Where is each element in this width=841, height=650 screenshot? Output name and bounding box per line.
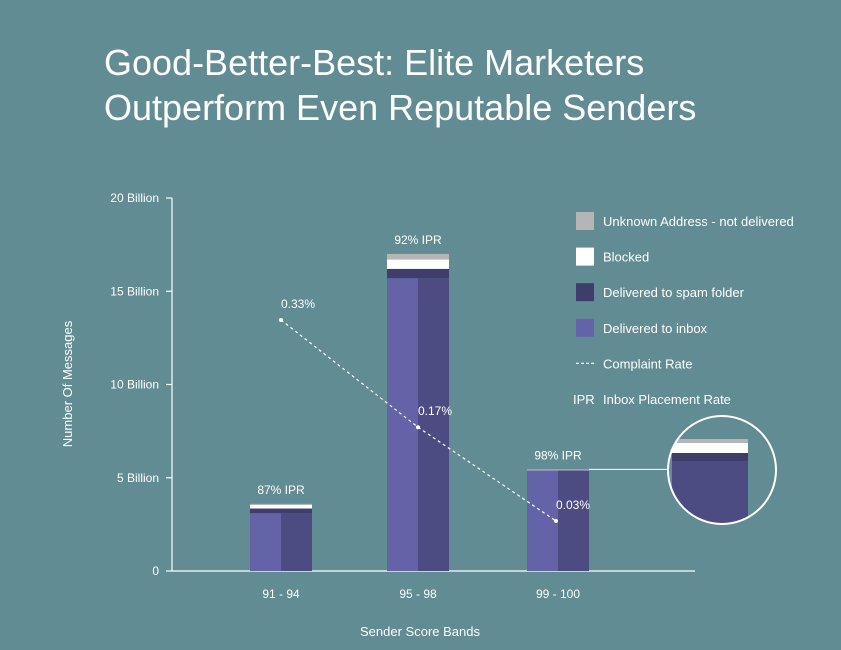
bar-segment-spam bbox=[250, 508, 312, 514]
inset-circle bbox=[667, 415, 777, 525]
complaint-rate-label: 0.33% bbox=[281, 297, 315, 311]
ipr-label: 87% IPR bbox=[257, 483, 305, 497]
chart-labels: 87% IPR 92% IPR 98% IPR bbox=[257, 233, 582, 497]
x-axis-title: Sender Score Bands bbox=[360, 624, 480, 639]
chart-title-line-2: Outperform Even Reputable Senders bbox=[104, 87, 697, 128]
legend-label-unknown: Unknown Address - not delivered bbox=[603, 214, 794, 229]
y-tick-label: 20 Billion bbox=[110, 191, 159, 205]
chart-title-line-1: Good-Better-Best: Elite Marketers bbox=[104, 42, 645, 83]
complaint-rate-point bbox=[554, 519, 558, 523]
legend-swatch-blocked bbox=[576, 247, 594, 266]
bar-segment-unknown bbox=[250, 503, 312, 505]
complaint-rate-point bbox=[416, 425, 420, 430]
bar-segment-inbox bbox=[250, 513, 281, 571]
bar-segment-spam bbox=[387, 268, 449, 279]
bar-segment-inbox bbox=[558, 470, 589, 571]
bar-segment-inbox bbox=[527, 470, 558, 571]
inset-segment-inbox bbox=[672, 461, 748, 524]
legend-label-complaint: Complaint Rate bbox=[603, 356, 693, 371]
chart-axes: 0 5 Billion 10 Billion 15 Billion 20 Billion… bbox=[110, 191, 695, 601]
legend-swatch-unknown bbox=[576, 212, 594, 230]
chart-title: Good-Better-Best: Elite Marketers Outper… bbox=[104, 40, 804, 130]
inset-segment-unknown bbox=[672, 439, 748, 443]
bar-segment-inbox bbox=[281, 513, 312, 571]
bar-segment-unknown bbox=[387, 253, 449, 260]
y-axis-title: Number Of Messages bbox=[60, 320, 75, 447]
complaint-rate-point bbox=[279, 318, 283, 322]
inset-segment-blocked bbox=[672, 443, 748, 453]
legend-label-spam: Delivered to spam folder bbox=[603, 285, 745, 300]
y-tick-label: 0 bbox=[152, 564, 159, 578]
bar-segment-blocked bbox=[250, 504, 312, 509]
inset-segment-spam bbox=[672, 453, 748, 461]
legend-label-ipr: Inbox Placement Rate bbox=[603, 392, 731, 407]
legend-swatch-spam bbox=[576, 283, 594, 302]
legend-ipr-marker: IPR bbox=[573, 392, 595, 407]
legend-label-inbox: Delivered to inbox bbox=[603, 321, 708, 336]
legend-swatch-inbox bbox=[576, 318, 594, 337]
y-tick-label: 10 Billion bbox=[110, 378, 159, 392]
complaint-rate-label: 0.17% bbox=[418, 404, 452, 418]
ipr-label: 98% IPR bbox=[534, 448, 582, 462]
zoom-inset bbox=[589, 415, 777, 525]
y-tick-label: 5 Billion bbox=[117, 471, 159, 485]
x-tick-label: 99 - 100 bbox=[536, 587, 580, 601]
chart-legend: Unknown Address - not delivered Blocked De… bbox=[573, 212, 794, 407]
chart-bars bbox=[250, 253, 589, 571]
complaint-rate-label: 0.03% bbox=[556, 498, 590, 512]
ipr-label: 92% IPR bbox=[394, 233, 442, 247]
legend-label-blocked: Blocked bbox=[603, 250, 649, 265]
bar-segment-blocked bbox=[387, 259, 449, 269]
y-tick-label: 15 Billion bbox=[110, 284, 159, 298]
x-tick-label: 91 - 94 bbox=[262, 587, 300, 601]
x-tick-label: 95 - 98 bbox=[399, 587, 437, 601]
bar-segment-inbox bbox=[387, 278, 418, 571]
complaint-rate-line-group: 0.33% 0.17% 0.03% bbox=[279, 297, 590, 523]
inset-magnified-bar bbox=[672, 439, 748, 524]
bar-segment-unknown bbox=[527, 469, 589, 471]
bar-segment-inbox bbox=[418, 278, 449, 571]
